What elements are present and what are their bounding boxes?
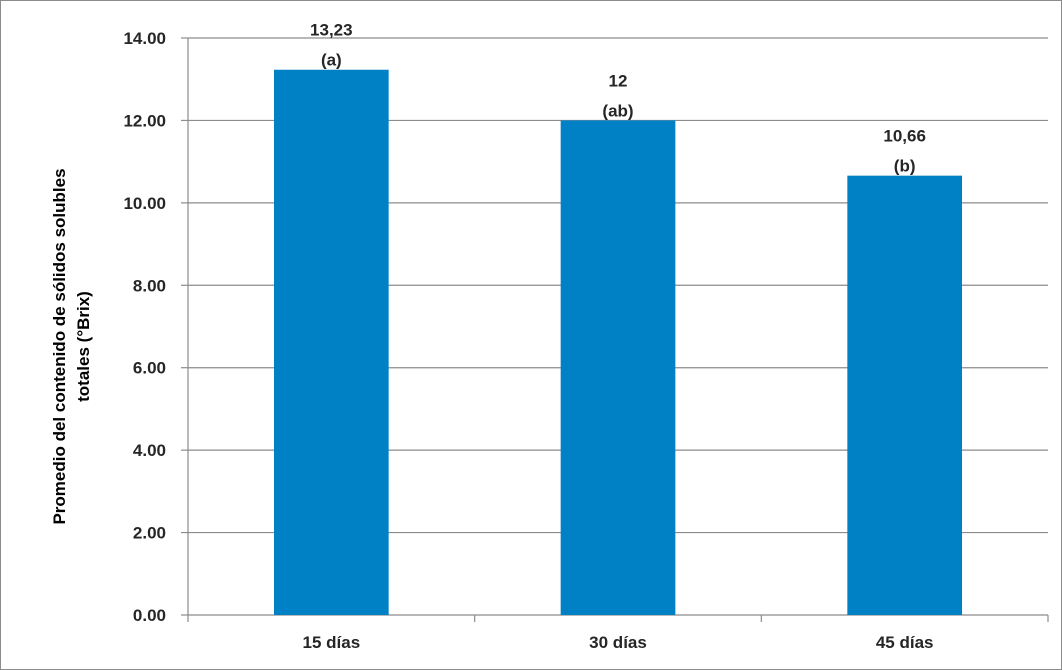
y-tick-label: 2.00	[133, 524, 166, 543]
y-tick-label: 10.00	[123, 194, 166, 213]
bar	[560, 120, 676, 615]
x-tick-label: 45 días	[876, 633, 934, 652]
y-tick-label: 6.00	[133, 359, 166, 378]
data-label-value: 10,66	[883, 127, 926, 146]
y-tick-label: 4.00	[133, 441, 166, 460]
y-tick-label: 0.00	[133, 606, 166, 625]
bars	[274, 69, 962, 616]
y-axis-title-line-1: Promedio del contenido de sólidos solubl…	[50, 168, 69, 524]
bar	[274, 69, 389, 616]
data-label-value: 12	[609, 71, 628, 90]
data-label-group: (ab)	[602, 101, 633, 120]
x-tick-label: 30 días	[589, 633, 647, 652]
data-label-group: (b)	[894, 157, 916, 176]
y-axis-title-line-2: totales (°Brix)	[74, 291, 93, 402]
y-tick-label: 8.00	[133, 276, 166, 295]
x-tick-label: 15 días	[303, 633, 361, 652]
data-label-group: (a)	[321, 51, 342, 70]
y-axis-title: Promedio del contenido de sólidos solubl…	[50, 168, 93, 524]
y-tick-label: 12.00	[123, 111, 166, 130]
data-label-value: 13,23	[310, 21, 353, 40]
bar	[847, 175, 962, 616]
data-labels: 13,23 (a) 12 (ab) 10,66 (b)	[310, 21, 926, 176]
y-tick-label: 14.00	[123, 29, 166, 48]
